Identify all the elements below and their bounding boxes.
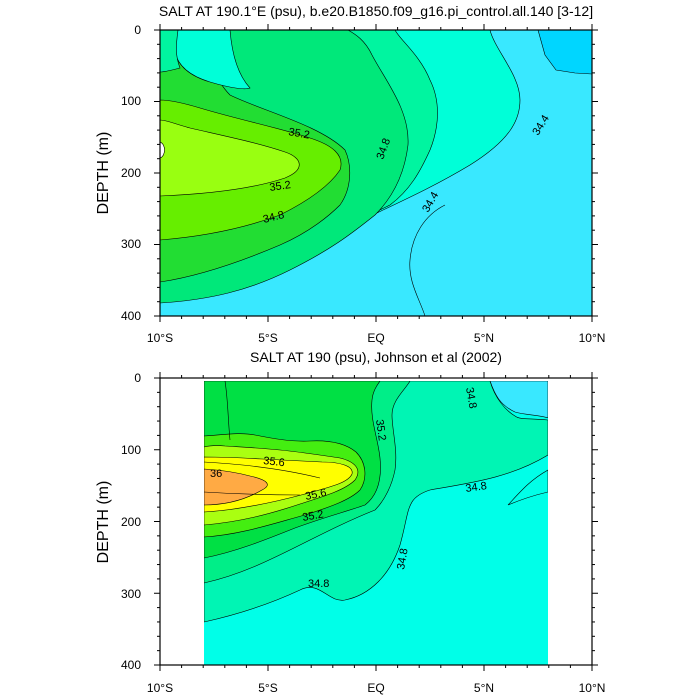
x-tick-label: 5°N [474,331,494,345]
panel-title: SALT AT 190 (psu), Johnson et al (2002) [250,349,502,365]
contour-band-34.4 [489,381,548,419]
contour-label: 35.2 [301,508,324,524]
y-tick-label: 400 [121,309,141,323]
axis-ticks [154,24,598,322]
y-tick-label: 400 [121,658,141,672]
x-tick-label: 10°S [147,681,173,695]
x-tick-label: EQ [367,681,384,695]
contour-label: 36 [210,468,222,480]
y-tick-labels: 0 100 200 300 400 [121,23,141,323]
contour-label: 35.2 [269,179,292,194]
y-axis-label: DEPTH (m) [95,481,112,564]
y-tick-label: 100 [121,94,141,108]
contour-line-34.4-lower [160,204,446,316]
y-tick-labels: 0 100 200 300 400 [121,371,141,672]
contour-fill-layer [204,381,548,665]
x-tick-labels: 10°S 5°S EQ 5°N 10°N [147,681,605,695]
contour-fill-layer [160,30,592,316]
x-tick-label: 10°N [579,331,606,345]
contour-label: 35.2 [373,419,388,442]
model-salinity-panel: SALT AT 190.1°E (psu), b.e20.B1850.f09_g… [95,3,605,345]
x-tick-label: 10°N [579,681,606,695]
x-tick-label: 5°S [258,681,277,695]
y-tick-label: 200 [121,166,141,180]
panel-title: SALT AT 190.1°E (psu), b.e20.B1850.f09_g… [159,3,593,19]
y-axis-label: DEPTH (m) [95,132,112,215]
x-tick-label: EQ [367,331,384,345]
contour-label: 34.8 [308,578,329,590]
x-tick-label: 10°S [147,331,173,345]
contour-line [224,381,231,441]
contour-label: 35.6 [263,455,286,469]
contour-label: 34.8 [395,547,411,570]
axis-ticks [154,372,598,671]
x-tick-label: 5°N [474,681,494,695]
contour-label: 34.8 [463,386,479,409]
contour-labels: 34.8 35.2 35.6 36 35.6 35.2 34.8 34.8 34… [210,386,488,590]
contour-label: 34.8 [262,209,286,226]
contour-label: 35.6 [304,487,327,503]
y-tick-label: 200 [121,515,141,529]
contour-band-36.0 [204,468,268,506]
y-tick-label: 100 [121,443,141,457]
y-tick-label: 300 [121,587,141,601]
x-tick-label: 5°S [258,331,277,345]
observed-salinity-panel: SALT AT 190 (psu), Johnson et al (2002) [95,349,605,695]
contour-label: 34.8 [465,480,488,495]
x-tick-labels: 10°S 5°S EQ 5°N 10°N [147,331,605,345]
contour-band-34.0 [537,30,592,75]
contour-line [204,491,301,496]
y-tick-label: 0 [134,371,141,385]
y-tick-label: 0 [134,23,141,37]
contour-band-34.8-tongue [507,469,548,506]
contour-line [204,461,321,479]
contour-label: 35.2 [287,126,310,142]
contour-band-35.4 [160,119,300,197]
y-tick-label: 300 [121,237,141,251]
contour-band-35.0-corner [160,30,181,73]
